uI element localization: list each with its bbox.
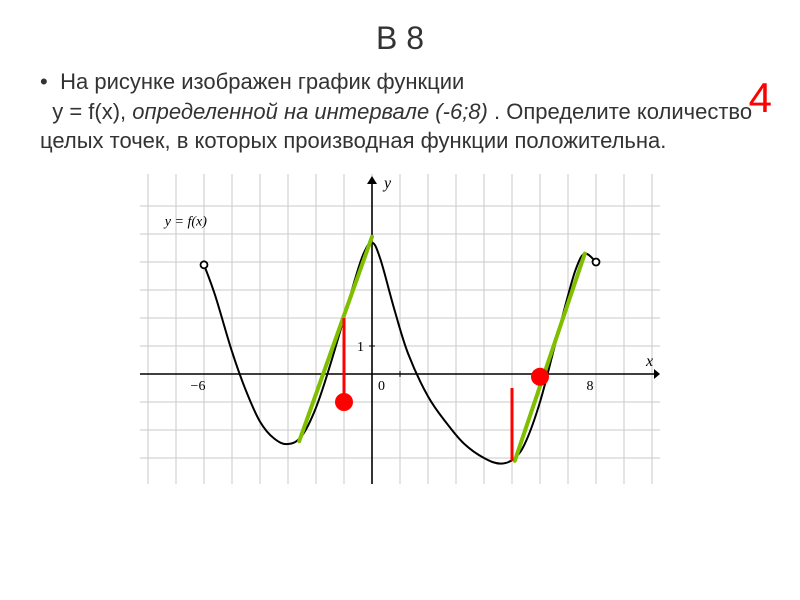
svg-text:−6: −6	[191, 379, 206, 394]
svg-text:y: y	[382, 175, 392, 192]
problem-text: • На рисунке изображен график функции y …	[0, 57, 800, 156]
problem-line2a: y = f(x),	[40, 99, 132, 124]
page-title: В 8	[0, 0, 800, 57]
chart-container: −6 0 8 1 y x y = f(x)	[140, 174, 660, 484]
svg-text:y = f(x): y = f(x)	[163, 215, 207, 230]
svg-text:8: 8	[587, 379, 594, 394]
answer-badge: 4	[749, 74, 772, 122]
svg-text:0: 0	[378, 379, 385, 394]
function-chart: −6 0 8 1 y x y = f(x)	[140, 174, 660, 484]
svg-text:x: x	[645, 353, 653, 370]
bullet-icon: •	[40, 67, 54, 97]
problem-line2b: определенной на интервале (-6;8)	[132, 99, 494, 124]
problem-line1: На рисунке изображен график функции	[60, 69, 464, 94]
svg-text:1: 1	[357, 340, 364, 355]
